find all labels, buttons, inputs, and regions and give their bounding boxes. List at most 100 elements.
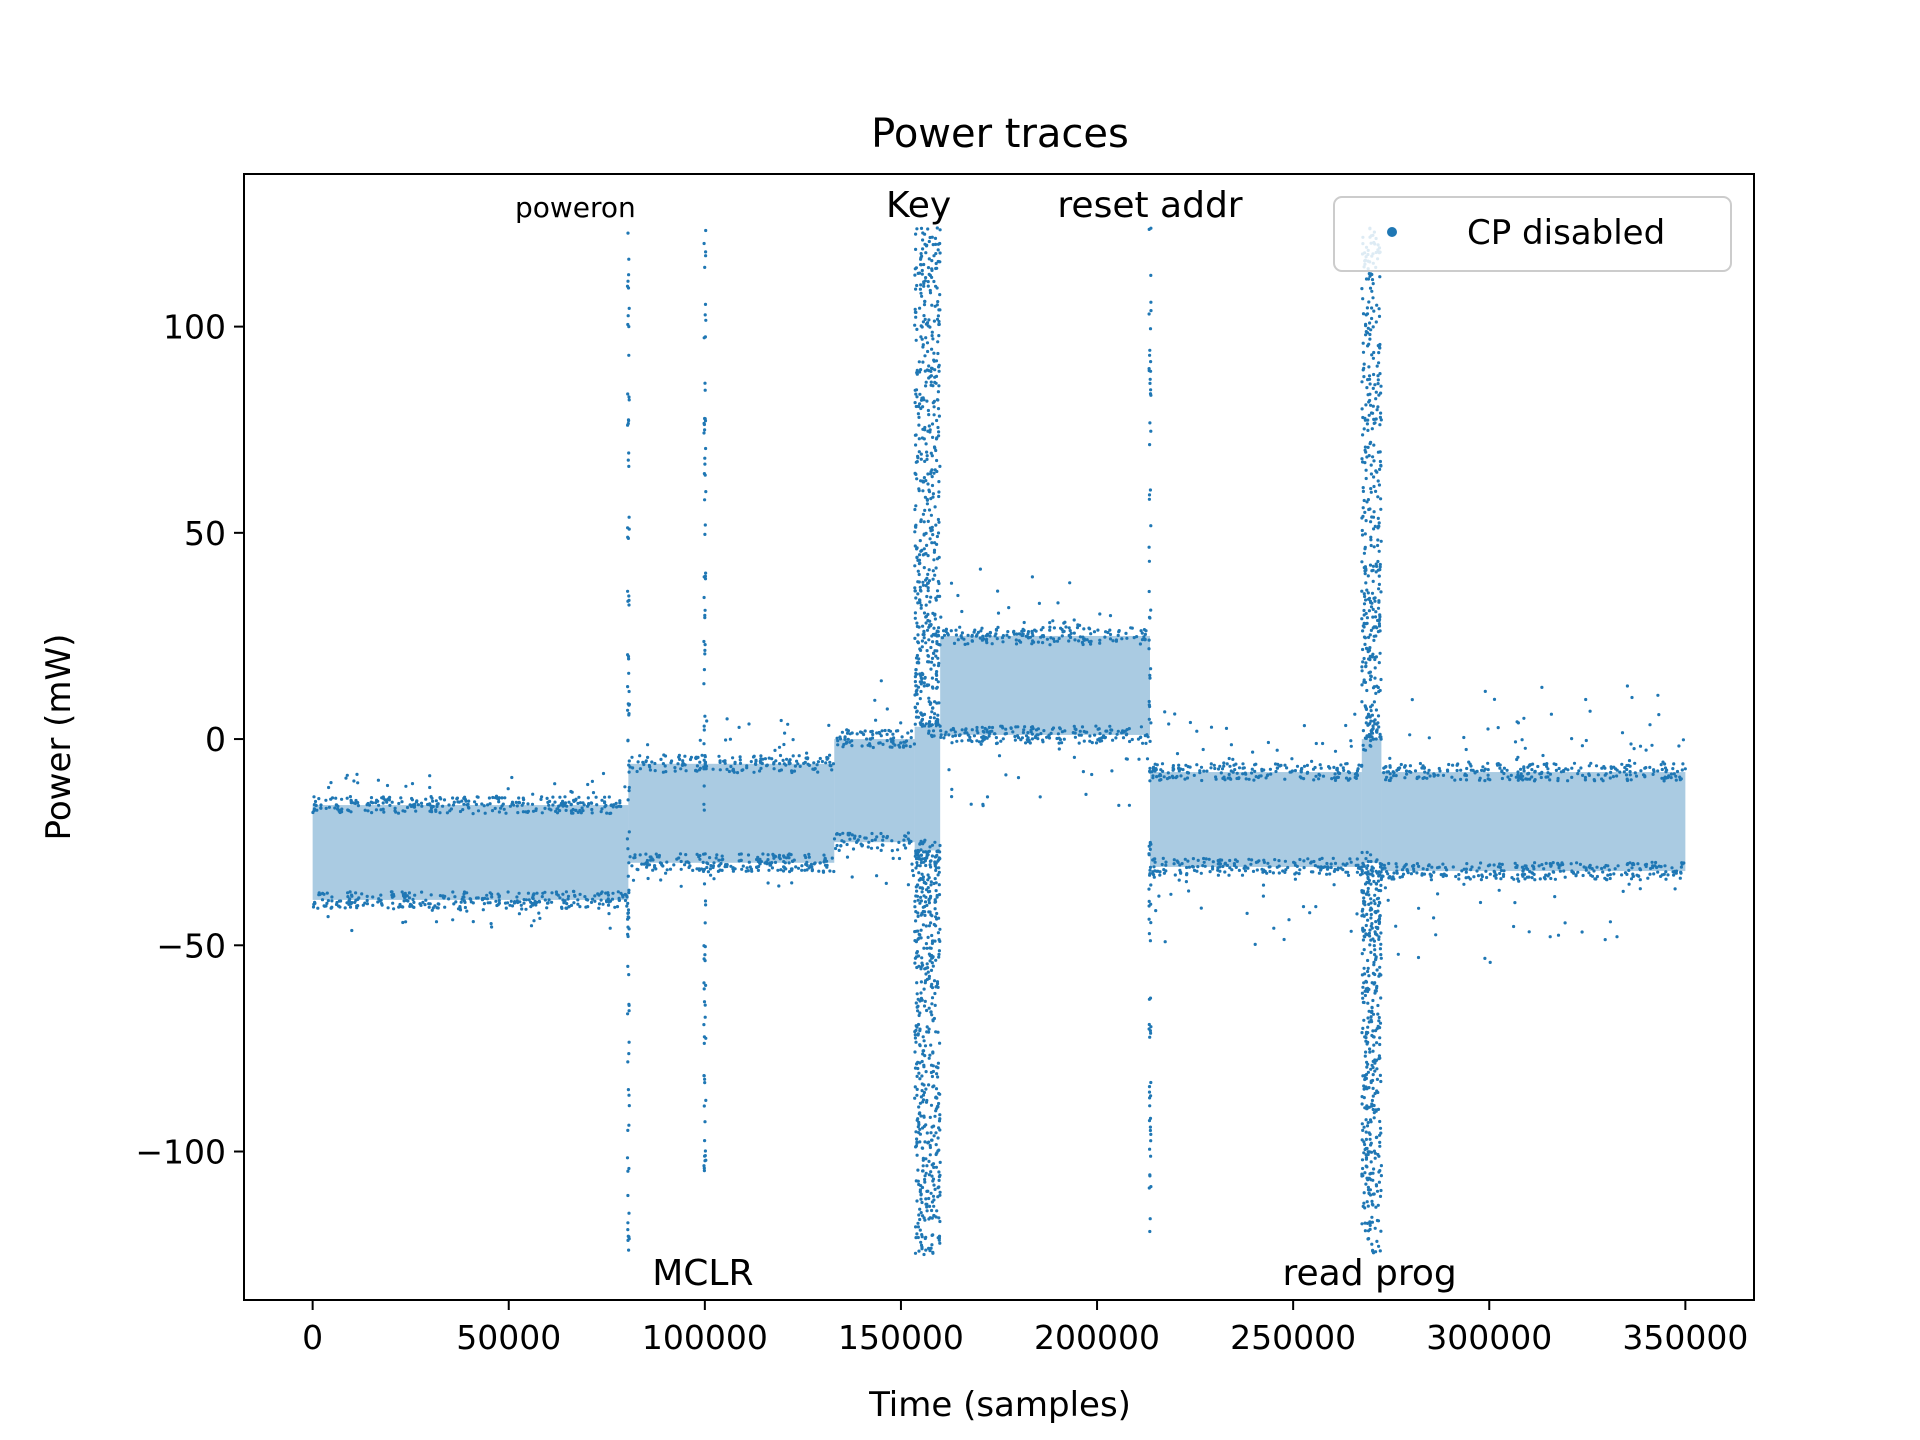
data-point: [658, 861, 663, 865]
data-point: [1195, 763, 1199, 767]
data-point: [1235, 771, 1239, 775]
data-point: [1377, 619, 1381, 623]
data-point: [638, 767, 643, 771]
data-point: [439, 797, 443, 801]
data-point: [1367, 413, 1371, 417]
data-point: [828, 753, 832, 757]
data-point: [467, 806, 471, 810]
data-point: [1417, 775, 1421, 779]
data-point: [1425, 867, 1429, 872]
data-point: [1080, 725, 1085, 729]
data-point: [1283, 777, 1287, 781]
data-point: [1299, 769, 1303, 773]
data-point: [316, 906, 320, 910]
data-point: [931, 569, 935, 573]
data-point: [1047, 733, 1051, 737]
data-point: [1196, 865, 1200, 869]
data-point: [1372, 527, 1376, 531]
data-point: [930, 961, 934, 965]
data-point: [777, 853, 782, 858]
data-point: [1369, 950, 1373, 955]
spike-point: [1149, 608, 1153, 612]
data-point: [563, 795, 567, 799]
data-point: [618, 801, 622, 805]
data-point: [920, 639, 925, 643]
data-point: [1367, 365, 1371, 369]
spike-point: [703, 760, 708, 764]
data-point: [1370, 591, 1375, 595]
data-point: [1432, 870, 1436, 874]
data-point: [890, 849, 894, 853]
data-point: [1363, 445, 1367, 449]
data-point: [767, 756, 771, 760]
data-point: [845, 728, 849, 732]
data-point: [796, 762, 800, 766]
data-point: [654, 852, 658, 856]
spike-point: [1148, 353, 1152, 357]
data-point: [863, 729, 867, 733]
data-point: [914, 689, 918, 694]
data-point: [1454, 874, 1458, 879]
data-band-6: [1361, 739, 1382, 863]
data-point: [1029, 728, 1033, 732]
data-point: [572, 889, 576, 894]
data-point: [915, 1153, 919, 1157]
data-point: [910, 862, 914, 866]
data-point: [482, 902, 486, 906]
data-point: [934, 242, 938, 246]
data-point: [1378, 562, 1382, 567]
data-point: [927, 1006, 931, 1010]
data-point: [949, 728, 953, 732]
data-point: [930, 259, 934, 263]
data-point: [985, 637, 989, 641]
spike-point: [626, 421, 630, 426]
data-point: [919, 689, 923, 694]
data-point: [1361, 1166, 1365, 1171]
data-point: [1370, 1242, 1374, 1246]
data-point: [936, 1075, 940, 1079]
spike-point: [627, 1093, 631, 1097]
data-point: [964, 727, 968, 731]
spike-point: [1149, 309, 1153, 313]
data-point: [994, 627, 999, 632]
spike-point: [627, 1248, 631, 1252]
data-point: [438, 894, 442, 898]
data-point: [914, 392, 918, 396]
data-point: [490, 809, 495, 813]
data-point: [929, 1043, 933, 1047]
data-point: [1360, 865, 1364, 869]
data-point: [783, 731, 787, 735]
data-point: [365, 902, 369, 906]
data-point: [1638, 887, 1642, 891]
data-point: [1368, 337, 1372, 341]
data-point: [627, 861, 631, 865]
data-point: [1378, 1194, 1383, 1198]
data-point: [1120, 637, 1124, 641]
data-point: [1332, 883, 1336, 887]
data-point: [820, 759, 825, 764]
data-point: [1630, 866, 1634, 870]
data-point: [1360, 560, 1364, 564]
data-point: [633, 853, 637, 857]
data-point: [441, 894, 445, 898]
data-point: [1364, 1164, 1368, 1168]
data-point: [1001, 737, 1005, 741]
data-point: [923, 913, 927, 918]
data-point: [777, 884, 781, 888]
data-point: [966, 733, 970, 737]
data-point: [1394, 862, 1398, 866]
data-point: [1480, 874, 1484, 879]
data-point: [917, 954, 921, 958]
data-point: [835, 832, 839, 836]
data-point: [914, 287, 918, 291]
data-point: [1362, 362, 1366, 366]
data-point: [1395, 865, 1399, 869]
data-point: [1130, 737, 1134, 742]
data-point: [875, 846, 880, 850]
data-point: [1360, 868, 1364, 873]
data-point: [933, 877, 937, 881]
data-point: [923, 232, 927, 236]
data-point: [1362, 375, 1366, 379]
data-point: [1048, 628, 1052, 632]
data-point: [578, 801, 583, 805]
